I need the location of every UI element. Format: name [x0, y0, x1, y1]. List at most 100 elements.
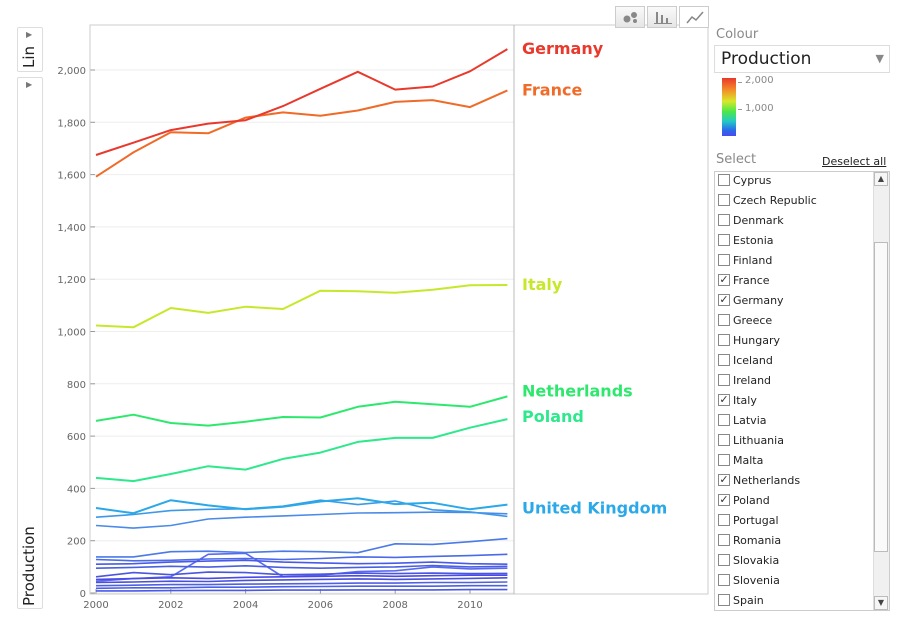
list-item[interactable]: Slovakia [715, 552, 873, 572]
country-checkbox[interactable] [718, 194, 730, 206]
scroll-down-icon[interactable]: ▼ [874, 596, 888, 610]
list-item[interactable]: Cyprus [715, 172, 873, 192]
bar-view-button[interactable] [647, 6, 677, 28]
y-tick-label: 1,400 [57, 223, 86, 234]
list-item[interactable]: ✓ Germany [715, 292, 873, 312]
list-item[interactable]: Latvia [715, 412, 873, 432]
series-line-united-kingdom[interactable] [95, 497, 508, 515]
list-item[interactable]: Finland [715, 252, 873, 272]
country-checkbox[interactable] [718, 174, 730, 186]
list-item[interactable]: ✓ Italy [715, 392, 873, 412]
colour-select[interactable]: Production ▼ [714, 45, 890, 73]
list-item[interactable]: Romania [715, 532, 873, 552]
country-label: Malta [733, 454, 764, 467]
legend-max-label: 2,000 [745, 75, 774, 86]
list-item[interactable]: Slovenia [715, 572, 873, 592]
country-checkbox[interactable]: ✓ [718, 393, 730, 406]
country-label: Poland [733, 494, 770, 507]
list-item[interactable]: ✓ Netherlands [715, 472, 873, 492]
list-item[interactable]: Spain [715, 592, 873, 610]
y-variable-toggle[interactable]: ▶ Production [17, 77, 43, 609]
country-label: Estonia [733, 234, 774, 247]
colour-label: Colour [716, 27, 759, 42]
country-checkbox[interactable] [718, 574, 730, 586]
country-checkbox[interactable] [718, 354, 730, 366]
series-line[interactable] [96, 588, 508, 592]
country-label: Czech Republic [733, 194, 817, 207]
country-label: Greece [733, 314, 773, 327]
y-variable-dropdown-icon: ▶ [26, 80, 33, 89]
list-item[interactable]: ✓ Poland [715, 492, 873, 512]
series-line-germany[interactable] [95, 48, 508, 156]
y-tick-label: 800 [67, 380, 86, 391]
scroll-up-icon[interactable]: ▲ [874, 172, 888, 186]
scroll-thumb[interactable] [874, 242, 888, 552]
list-item[interactable]: Malta [715, 452, 873, 472]
series-line-netherlands[interactable] [95, 395, 508, 427]
country-checkbox[interactable] [718, 534, 730, 546]
country-checkbox[interactable] [718, 374, 730, 386]
y-tick-label: 1,800 [57, 118, 86, 129]
list-item[interactable]: Denmark [715, 212, 873, 232]
list-item[interactable]: Portugal [715, 512, 873, 532]
bubble-view-button[interactable] [615, 6, 645, 28]
series-line-france[interactable] [95, 89, 508, 178]
series-line-italy[interactable] [95, 284, 508, 329]
list-item[interactable]: Iceland [715, 352, 873, 372]
x-tick-label: 2000 [83, 600, 108, 611]
country-checkbox[interactable] [718, 514, 730, 526]
x-tick-label: 2004 [233, 600, 258, 611]
country-checkbox[interactable]: ✓ [718, 493, 730, 506]
list-item[interactable]: ✓ France [715, 272, 873, 292]
deselect-all-link[interactable]: Deselect all [822, 155, 887, 168]
y-tick-label: 400 [67, 484, 86, 495]
series-label: United Kingdom [522, 499, 667, 518]
country-checkbox[interactable] [718, 254, 730, 266]
series-label: France [522, 80, 582, 99]
series-line[interactable] [95, 511, 508, 529]
list-item[interactable]: Estonia [715, 232, 873, 252]
series-label: Germany [522, 39, 604, 58]
series-line[interactable] [95, 584, 508, 590]
list-item[interactable]: Greece [715, 312, 873, 332]
country-checkbox[interactable]: ✓ [718, 473, 730, 486]
y-tick-label: 1,000 [57, 328, 86, 339]
list-scrollbar[interactable]: ▲ ▼ [873, 172, 889, 610]
y-axis: 0 200 400 600 800 1,000 1,200 1,400 1,600 1,800 2,… [57, 66, 95, 600]
country-checkbox[interactable] [718, 594, 730, 606]
country-checkbox[interactable] [718, 214, 730, 226]
country-label: Romania [733, 534, 782, 547]
country-checkbox[interactable] [718, 334, 730, 346]
country-checkbox[interactable]: ✓ [718, 293, 730, 306]
list-item[interactable]: Hungary [715, 332, 873, 352]
country-checkbox[interactable] [718, 314, 730, 326]
country-checkbox[interactable] [718, 234, 730, 246]
country-label: Netherlands [733, 474, 801, 487]
line-view-button[interactable] [679, 6, 709, 28]
country-label: Portugal [733, 514, 779, 527]
country-checkbox[interactable] [718, 414, 730, 426]
list-item[interactable]: Ireland [715, 372, 873, 392]
list-item[interactable]: Czech Republic [715, 192, 873, 212]
country-list: Cyprus Czech Republic Denmark Estonia Finlan… [714, 171, 890, 611]
scale-toggle[interactable]: Lin ▶ [17, 27, 43, 72]
series-line[interactable] [95, 559, 508, 565]
list-item[interactable]: Lithuania [715, 432, 873, 452]
series-line[interactable] [95, 553, 508, 562]
series-line[interactable] [95, 577, 508, 584]
country-checkbox[interactable] [718, 554, 730, 566]
legend-tick [738, 109, 742, 110]
country-label: Slovenia [733, 574, 780, 587]
x-tick-label: 2008 [382, 600, 407, 611]
series-line[interactable] [95, 581, 508, 587]
y-tick-label: 200 [67, 537, 86, 548]
country-checkbox[interactable] [718, 434, 730, 446]
series-line[interactable] [95, 571, 508, 578]
series-line-poland[interactable] [95, 418, 508, 483]
country-checkbox[interactable] [718, 454, 730, 466]
series-line[interactable] [95, 574, 508, 581]
series-line[interactable] [96, 537, 508, 558]
country-checkbox[interactable]: ✓ [718, 273, 730, 286]
y-tick-label: 0 [80, 589, 86, 600]
series-line[interactable] [95, 564, 508, 570]
